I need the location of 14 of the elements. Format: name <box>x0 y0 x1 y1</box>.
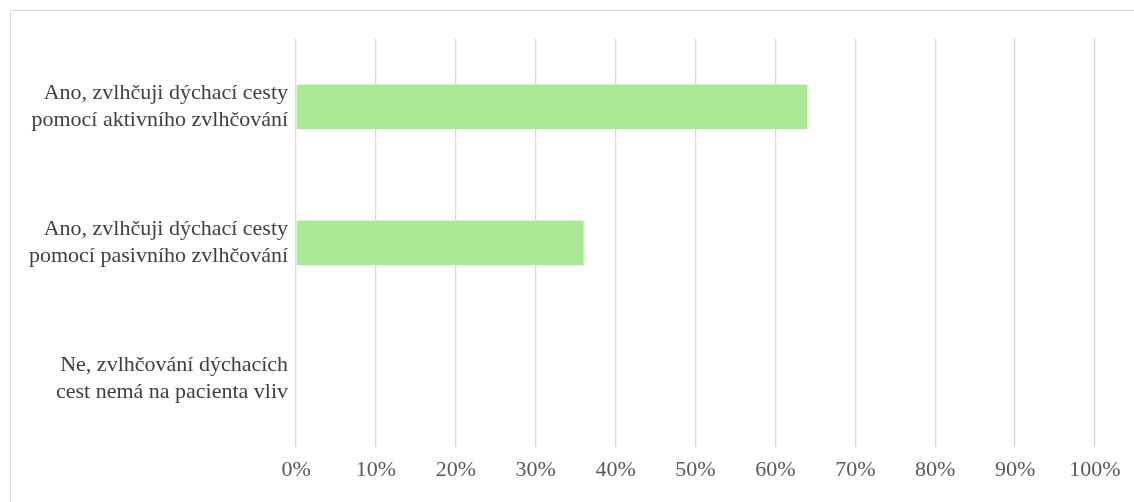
y-tick-label: Ano, zvlhčuji dýchací cesty pomocí pasivního zvlhčování <box>29 214 289 268</box>
x-tick-label: 100% <box>1069 455 1121 481</box>
x-tick-label: 80% <box>915 455 956 481</box>
x-tick-label: 40% <box>595 455 636 481</box>
x-tick-label: 30% <box>515 455 556 481</box>
x-tick-label: 10% <box>355 455 397 481</box>
x-tick-label: 0% <box>281 455 311 481</box>
x-tick-label: 20% <box>435 455 477 481</box>
y-tick-label: Ano, zvlhčuji dýchací cesty pomocí aktivního zvlhčování <box>31 78 289 132</box>
x-tick-label: 50% <box>675 455 716 481</box>
y-tick-label: Ne, zvlhčování dýchacích cest nemá na pacienta vliv <box>55 350 289 404</box>
x-tick-label: 90% <box>994 455 1036 481</box>
x-tick-label: 70% <box>835 455 876 481</box>
x-tick-label: 60% <box>755 455 796 481</box>
